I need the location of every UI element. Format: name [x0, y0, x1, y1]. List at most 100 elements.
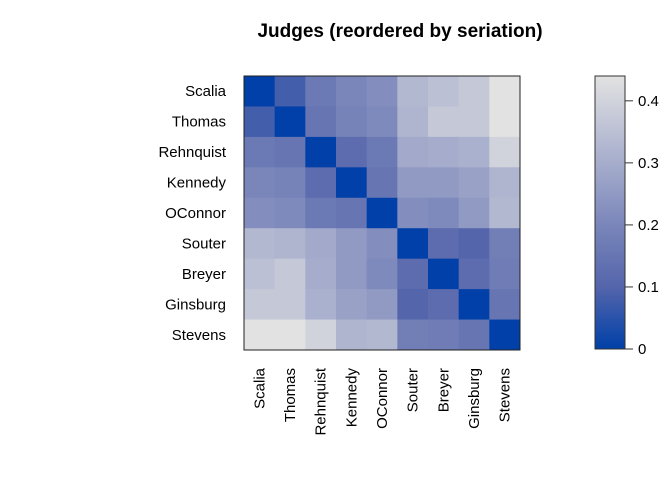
heatmap-cell — [428, 258, 460, 290]
heatmap-cell — [428, 106, 460, 138]
heatmap-cell — [244, 258, 276, 290]
heatmap-cell — [274, 106, 306, 138]
heatmap-cell — [305, 136, 337, 168]
heatmap-cell — [428, 197, 460, 229]
heatmap-cell — [428, 289, 460, 321]
heatmap-cell — [428, 136, 460, 168]
heatmap-cell — [397, 319, 429, 351]
heatmap-cell — [305, 197, 337, 229]
heatmap-cell — [336, 197, 368, 229]
heatmap-cell — [366, 76, 398, 107]
heatmap-cell — [336, 76, 368, 107]
heatmap-cell — [305, 228, 337, 260]
column-label: Scalia — [251, 367, 268, 409]
chart-title: Judges (reordered by seriation) — [257, 21, 542, 42]
row-label: Breyer — [182, 266, 226, 283]
heatmap-cell — [366, 289, 398, 321]
heatmap-cell — [366, 167, 398, 199]
heatmap-cell — [274, 136, 306, 168]
heatmap-cell — [489, 76, 521, 107]
colorbar-tick-label: 0 — [638, 341, 646, 358]
heatmap-cell — [244, 289, 276, 321]
heatmap-cell — [489, 319, 521, 351]
heatmap-cell — [397, 289, 429, 321]
heatmap-cell — [489, 228, 521, 260]
heatmap-cell — [336, 258, 368, 290]
column-label: OConnor — [374, 368, 391, 429]
heatmap-cell — [305, 167, 337, 199]
row-label: Ginsburg — [165, 296, 226, 313]
heatmap-cell — [244, 106, 276, 138]
heatmap-cell — [274, 197, 306, 229]
heatmap-cell — [428, 319, 460, 351]
heatmap-cell — [397, 167, 429, 199]
column-label: Thomas — [282, 368, 299, 422]
heatmap-cell — [336, 228, 368, 260]
heatmap-cell — [244, 319, 276, 351]
heatmap-cell — [397, 258, 429, 290]
heatmap-cell — [458, 106, 490, 138]
heatmap-cell — [336, 289, 368, 321]
heatmap-cell — [274, 228, 306, 260]
heatmap-cell — [458, 289, 490, 321]
row-label: Souter — [182, 235, 226, 252]
heatmap-cell — [274, 167, 306, 199]
heatmap-cell — [489, 136, 521, 168]
row-label: Stevens — [172, 327, 226, 344]
column-label: Kennedy — [343, 368, 360, 428]
heatmap-cell — [397, 228, 429, 260]
heatmap-cell — [366, 197, 398, 229]
heatmap-cell — [305, 76, 337, 107]
column-label: Ginsburg — [466, 368, 483, 429]
heatmap-cell — [458, 76, 490, 107]
heatmap-cell — [458, 258, 490, 290]
column-label: Rehnquist — [313, 367, 330, 435]
colorbar — [594, 75, 626, 350]
heatmap-cell — [489, 197, 521, 229]
heatmap-cell — [366, 106, 398, 138]
heatmap-cell — [244, 197, 276, 229]
heatmap-cell — [305, 319, 337, 351]
heatmap-cell — [336, 106, 368, 138]
heatmap-cell — [428, 76, 460, 107]
heatmap-cell — [274, 76, 306, 107]
heatmap-cell — [489, 289, 521, 321]
heatmap-cell — [336, 136, 368, 168]
heatmap-cell — [274, 258, 306, 290]
heatmap-cell — [305, 289, 337, 321]
column-label: Stevens — [497, 368, 514, 422]
heatmap-cell — [336, 167, 368, 199]
row-label: OConnor — [165, 205, 226, 222]
heatmap-cell — [366, 258, 398, 290]
heatmap-border — [243, 75, 521, 351]
heatmap-cell — [366, 319, 398, 351]
row-label: Rehnquist — [158, 144, 226, 161]
heatmap-cell — [428, 167, 460, 199]
colorbar-tick-label: 0.1 — [638, 279, 659, 296]
heatmap-cell — [458, 228, 490, 260]
heatmap-cell — [274, 319, 306, 351]
heatmap-cell — [458, 319, 490, 351]
colorbar-tick-label: 0.3 — [638, 155, 659, 172]
heatmap-cell — [305, 258, 337, 290]
heatmap-cell — [244, 136, 276, 168]
heatmap-cell — [366, 136, 398, 168]
heatmap-cell — [489, 167, 521, 199]
heatmap-cell — [274, 289, 306, 321]
row-label: Scalia — [185, 83, 227, 100]
heatmap-cell — [305, 106, 337, 138]
heatmap-cell — [336, 319, 368, 351]
heatmap-cell — [244, 76, 276, 107]
heatmap-cell — [458, 167, 490, 199]
heatmap-cell — [458, 136, 490, 168]
heatmap-cell — [244, 167, 276, 199]
heatmap-cell — [397, 76, 429, 107]
row-label: Thomas — [172, 114, 226, 131]
heatmap-cell — [428, 228, 460, 260]
column-label: Souter — [405, 368, 422, 412]
heatmap-cell — [397, 106, 429, 138]
heatmap-cell — [489, 106, 521, 138]
heatmap-cell — [366, 228, 398, 260]
